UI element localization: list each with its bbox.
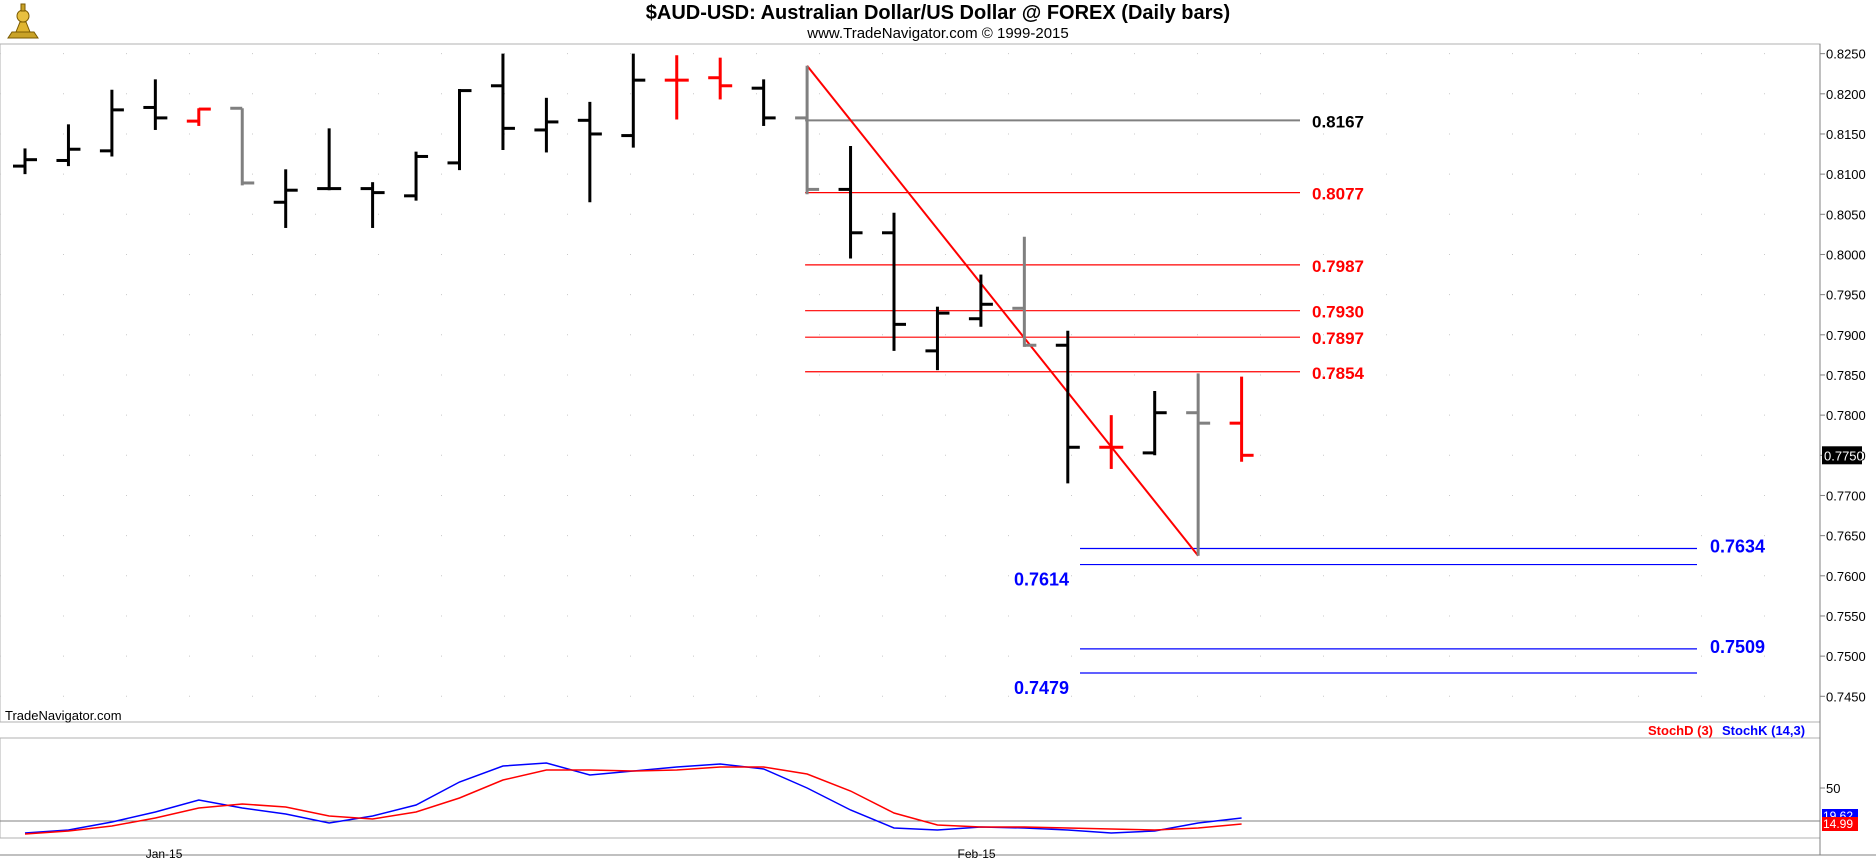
resistance-level-label: 0.7897	[1312, 329, 1364, 348]
stochd-value-tag	[1822, 817, 1858, 831]
last-price-tag	[1822, 446, 1862, 465]
last-price-label: 0.7750	[1824, 448, 1864, 463]
chart-title: $AUD-USD: Australian Dollar/US Dollar @ …	[645, 2, 1231, 24]
trendline	[806, 65, 1199, 557]
oscillator-plot-frame	[0, 737, 1821, 839]
price-axis-label: 0.7450	[1826, 689, 1866, 704]
oscillator-axis-label: 50	[1826, 781, 1840, 796]
resistance-level-label: 0.7854	[1312, 364, 1365, 383]
price-axis-label: 0.7700	[1826, 488, 1866, 503]
stochd-value-label: 14.99	[1823, 817, 1853, 831]
chart-subtitle: www.TradeNavigator.com © 1999-2015	[807, 25, 1069, 42]
support-level-label: 0.7479	[1014, 678, 1069, 698]
support-level-label: 0.7614	[1014, 570, 1069, 590]
time-axis-label: Jan-15	[146, 847, 183, 861]
resistance-level-label: 0.8077	[1312, 185, 1364, 204]
price-axis-label: 0.7600	[1826, 569, 1866, 584]
price-axis-label: 0.8100	[1826, 167, 1866, 182]
legend-stochd: StochD (3)	[1648, 723, 1713, 738]
main-plot-frame	[0, 43, 1821, 723]
price-axis-label: 0.8050	[1826, 207, 1866, 222]
price-axis-label: 0.8150	[1826, 127, 1866, 142]
price-axis-label: 0.8250	[1826, 47, 1866, 62]
tradenavigator-logo-icon	[7, 3, 39, 39]
time-axis-label: Feb-15	[958, 847, 996, 861]
price-axis-label: 0.7650	[1826, 529, 1866, 544]
resistance-level-label: 0.7987	[1312, 257, 1364, 276]
price-axis-label: 0.8200	[1826, 87, 1866, 102]
resistance-level-label: 0.7930	[1312, 303, 1364, 322]
price-axis-label: 0.7500	[1826, 649, 1866, 664]
stochd-line	[24, 766, 1242, 835]
legend-stochk: StochK (14,3)	[1722, 723, 1805, 738]
price-axis-label: 0.7800	[1826, 408, 1866, 423]
support-level-label: 0.7509	[1710, 637, 1765, 657]
support-level-label: 0.7634	[1710, 536, 1765, 556]
price-axis-label: 0.7850	[1826, 368, 1866, 383]
price-axis-label: 0.7950	[1826, 288, 1866, 303]
resistance-level-label: 0.8167	[1312, 112, 1364, 131]
price-axis-label: 0.7900	[1826, 328, 1866, 343]
price-axis-label: 0.8000	[1826, 247, 1866, 262]
price-axis-label: 0.7550	[1826, 609, 1866, 624]
watermark-text: TradeNavigator.com	[5, 708, 122, 723]
stochk-line	[24, 762, 1242, 834]
